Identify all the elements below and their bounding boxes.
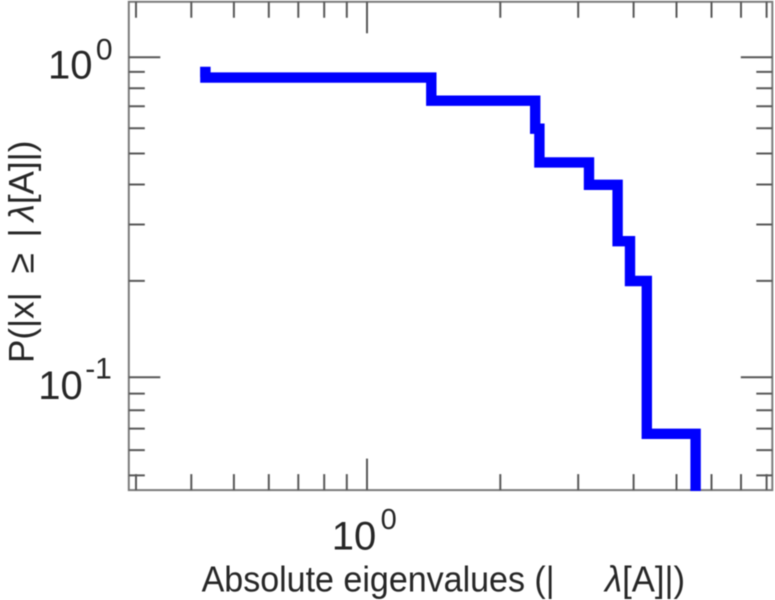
svg-text:0: 0 [96,34,113,67]
svg-text:≥: ≥ [1,253,42,273]
svg-text:λ[A]|): λ[A]|) [3,141,42,224]
svg-text:P(|x|: P(|x| [3,292,42,363]
svg-text:10: 10 [38,364,83,408]
svg-text:0: 0 [381,504,397,536]
svg-text:λ[A]|): λ[A]|) [603,559,685,600]
svg-text:10: 10 [332,514,377,558]
svg-text:Absolute eigenvalues (|: Absolute eigenvalues (| [202,559,555,600]
svg-text:|: | [3,228,42,237]
svg-text:-1: -1 [85,353,112,386]
svg-text:10: 10 [48,44,93,88]
